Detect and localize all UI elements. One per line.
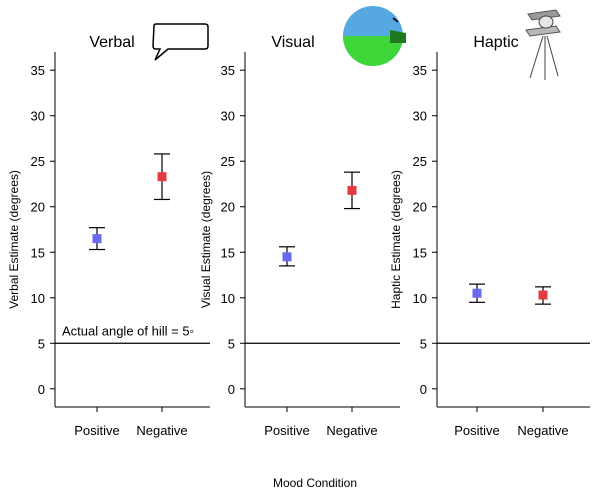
panel-title: Haptic — [473, 34, 518, 51]
y-tick-label: 25 — [413, 154, 427, 169]
y-tick-label: 35 — [31, 63, 45, 78]
data-point-negative — [154, 153, 170, 201]
y-tick-label: 15 — [221, 245, 235, 260]
y-tick-label: 10 — [221, 291, 235, 306]
x-tick-label: Positive — [264, 423, 310, 438]
x-tick-label: Positive — [74, 423, 120, 438]
data-point-negative — [535, 286, 551, 305]
panel-title: Verbal — [89, 34, 134, 51]
data-point-negative — [344, 171, 360, 210]
y-tick-label: 0 — [228, 382, 235, 397]
speech-bubble-icon — [152, 23, 209, 61]
y-tick-label: 10 — [413, 291, 427, 306]
mean-marker — [282, 252, 292, 262]
data-point-positive — [89, 227, 105, 251]
x-axis-label: Mood Condition — [273, 476, 357, 490]
haptic-board-icon — [525, 9, 561, 80]
y-tick-label: 30 — [413, 109, 427, 124]
y-tick-label: 0 — [38, 382, 45, 397]
data-point-positive — [279, 246, 295, 267]
reference-annotation: Actual angle of hill = 5◦ — [62, 323, 194, 338]
data-point-positive — [469, 283, 485, 303]
panel-verbal: Verbal Verbal Estimate (degrees) 0 5 10 15 20 2… — [7, 34, 210, 438]
y-tick-label: 35 — [413, 63, 427, 78]
mean-marker — [538, 290, 548, 300]
y-tick-label: 5 — [228, 336, 235, 351]
visual-disk-icon — [343, 6, 406, 66]
x-tick-label: Negative — [326, 423, 377, 438]
y-tick-label: 5 — [38, 336, 45, 351]
y-tick-label: 25 — [31, 154, 45, 169]
y-tick-label: 20 — [413, 200, 427, 215]
mean-marker — [92, 234, 102, 244]
panel-title: Visual — [271, 34, 314, 51]
y-tick-label: 20 — [221, 200, 235, 215]
y-axis-label: Haptic Estimate (degrees) — [389, 170, 403, 309]
y-axis-label: Verbal Estimate (degrees) — [7, 170, 21, 309]
x-tick-label: Negative — [136, 423, 187, 438]
x-tick-label: Positive — [454, 423, 500, 438]
y-tick-label: 30 — [221, 109, 235, 124]
y-tick-label: 10 — [31, 291, 45, 306]
mean-marker — [472, 288, 482, 298]
mean-marker — [157, 172, 167, 182]
mean-marker — [347, 185, 357, 195]
y-tick-label: 0 — [420, 382, 427, 397]
x-tick-label: Negative — [517, 423, 568, 438]
panel-visual: Visual Visual Estimate (degrees) 0 5 10 15 20 2… — [199, 34, 400, 438]
y-tick-label: 25 — [221, 154, 235, 169]
y-tick-label: 20 — [31, 200, 45, 215]
y-tick-label: 35 — [221, 63, 235, 78]
panel-haptic: Haptic Haptic Estimate (degrees) 0 5 10 15 20 2… — [389, 34, 590, 438]
y-tick-label: 5 — [420, 336, 427, 351]
y-tick-label: 15 — [31, 245, 45, 260]
y-tick-label: 30 — [31, 109, 45, 124]
y-axis-label: Visual Estimate (degrees) — [199, 171, 213, 308]
y-tick-label: 15 — [413, 245, 427, 260]
